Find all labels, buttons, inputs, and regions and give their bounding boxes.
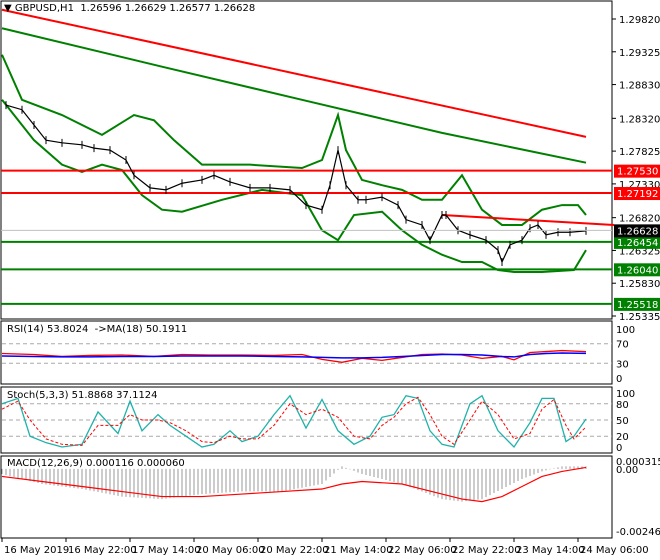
- stoch-label: Stoch(5,3,3) 51.8868 37.1124: [7, 390, 158, 401]
- time-label: 21 May 14:00: [324, 545, 393, 556]
- price-tick-label: 1.29325: [619, 48, 660, 59]
- chart-header: ▼ GBPUSD,H1 1.26596 1.26629 1.26577 1.26…: [4, 3, 255, 14]
- level-label: 1.25518: [617, 300, 658, 311]
- level-badge: [614, 187, 660, 201]
- rsi-line: [1, 349, 587, 363]
- time-label: 22 May 06:00: [388, 545, 457, 556]
- scale-label: 0: [616, 374, 622, 385]
- price-tick-label: 1.26820: [619, 214, 660, 225]
- pane-border: [0, 0, 613, 320]
- level-badge: [614, 263, 660, 277]
- symbol-label: GBPUSD,H1: [14, 3, 74, 14]
- scale-label: 80: [616, 400, 629, 411]
- time-label: 20 May 06:00: [196, 545, 265, 556]
- current-price-label: 1.26628: [617, 226, 658, 237]
- macd-signal-line: [1, 466, 587, 503]
- level-label: 1.27530: [617, 167, 658, 178]
- price-tick-label: 1.25335: [619, 312, 660, 323]
- time-label: 22 May 22:00: [452, 545, 521, 556]
- collapse-triangle-icon[interactable]: ▼: [4, 3, 15, 14]
- time-label: 24 May 06:00: [580, 545, 649, 556]
- scale-label: 30: [616, 359, 629, 370]
- scale-label: 0.000315: [616, 457, 660, 468]
- time-label: 20 May 22:00: [260, 545, 329, 556]
- price-tick-label: 1.27825: [619, 147, 660, 158]
- indicator-line: [1, 8, 587, 138]
- pane-border: [0, 320, 613, 385]
- level-badge: [614, 235, 660, 249]
- macd-label: MACD(12,26,9) 0.000116 0.000060: [7, 458, 185, 469]
- price-tick-label: 1.28830: [619, 81, 660, 92]
- scale-label: 100: [616, 389, 635, 400]
- price-tick-label: 1.27330: [619, 180, 660, 191]
- indicator-line: [1, 54, 587, 226]
- time-label: 17 May 14:00: [132, 545, 201, 556]
- price-tick-label: 1.28320: [619, 114, 660, 125]
- scale-label: 100: [616, 325, 635, 336]
- time-label: 16 May 2019: [4, 545, 69, 556]
- pane-border: [0, 455, 613, 539]
- current-price-badge: [614, 224, 660, 238]
- level-label: 1.26454: [617, 238, 658, 249]
- stoch-k-line: [1, 394, 587, 449]
- ohlc-values: 1.26596 1.26629 1.26577 1.26628: [80, 3, 256, 14]
- scale-label: -0.002469: [616, 527, 660, 538]
- level-badge: [614, 297, 660, 311]
- scale-label: 0: [616, 443, 622, 454]
- indicator-line: [441, 214, 615, 226]
- price-tick-label: 1.29820: [619, 15, 660, 26]
- rsi-ma-line: [1, 352, 587, 359]
- scale-label: 0.00: [616, 465, 638, 476]
- price-tick-label: 1.25830: [619, 279, 660, 290]
- scale-label: 70: [616, 340, 629, 351]
- level-label: 1.26040: [617, 265, 658, 276]
- level-badge: [614, 164, 660, 178]
- level-label: 1.27192: [617, 189, 658, 200]
- scale-label: 50: [616, 416, 629, 427]
- price-line: [5, 104, 587, 264]
- price-tick-label: 1.26325: [619, 246, 660, 257]
- time-label: 23 May 14:00: [516, 545, 585, 556]
- rsi-label: RSI(14) 53.8024 ->MA(18) 50.1911: [7, 324, 188, 335]
- scale-label: 20: [616, 432, 629, 443]
- stoch-d-line: [1, 396, 587, 446]
- time-label: 16 May 22:00: [68, 545, 137, 556]
- indicator-line: [1, 27, 587, 164]
